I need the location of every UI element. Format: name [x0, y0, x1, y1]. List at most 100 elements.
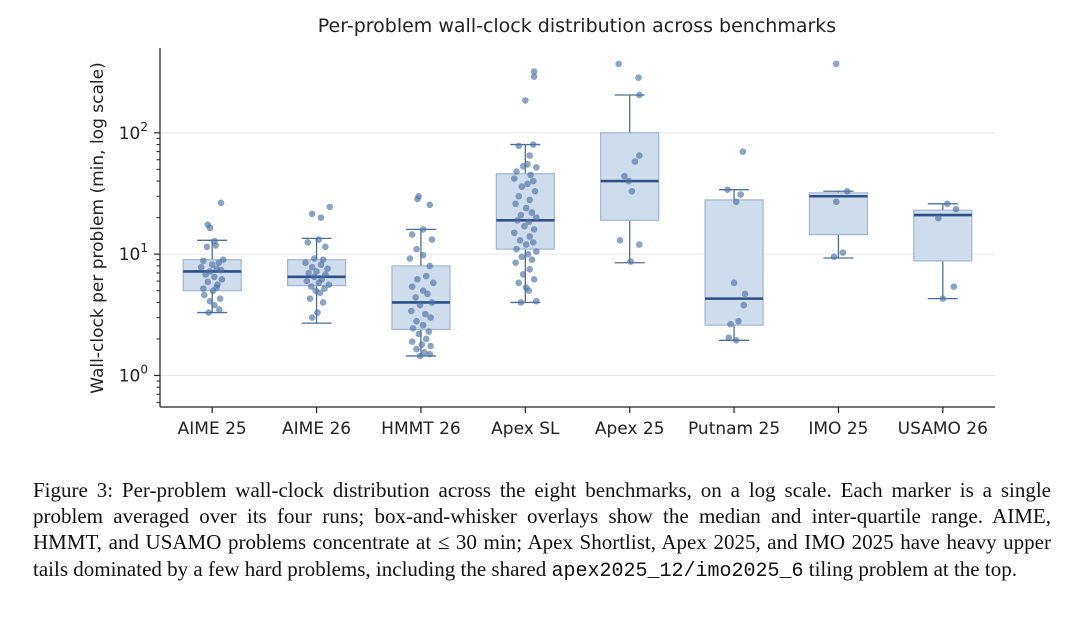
- data-point: [406, 255, 414, 262]
- data-point: [522, 241, 530, 248]
- data-point: [730, 279, 738, 287]
- data-point: [935, 214, 942, 222]
- data-point: [522, 204, 530, 212]
- data-point: [321, 285, 328, 292]
- data-point: [322, 243, 329, 251]
- y-tick-exponent: 2: [140, 120, 148, 134]
- data-point: [317, 214, 325, 221]
- box-usamo-26: [913, 203, 973, 300]
- data-point: [308, 210, 316, 218]
- data-point: [528, 209, 536, 216]
- data-point: [636, 152, 643, 159]
- data-point: [735, 317, 742, 325]
- data-point: [518, 183, 526, 190]
- data-point: [514, 217, 521, 224]
- data-point: [419, 251, 427, 259]
- data-point: [217, 266, 225, 274]
- data-point: [517, 299, 525, 306]
- data-point: [217, 199, 225, 207]
- x-tick-label: USAMO 26: [898, 419, 988, 439]
- data-point: [522, 97, 529, 104]
- data-point: [519, 162, 527, 170]
- x-tick-label: Apex 25: [595, 419, 665, 439]
- data-point: [515, 142, 523, 150]
- data-point: [524, 250, 532, 258]
- data-point: [513, 245, 520, 253]
- x-tick-label: HMMT 26: [381, 419, 461, 439]
- data-point: [413, 345, 420, 353]
- data-point: [204, 278, 212, 286]
- data-point: [741, 290, 749, 298]
- caption-math: ≤ 30 min: [437, 530, 517, 555]
- box-apex-25: [600, 94, 660, 264]
- data-point: [526, 152, 534, 159]
- data-point: [212, 242, 220, 249]
- data-point: [616, 237, 624, 244]
- data-point: [413, 317, 420, 325]
- y-tick-label: 100: [119, 362, 148, 386]
- data-point: [419, 321, 427, 329]
- data-point: [724, 186, 731, 193]
- data-point: [415, 330, 423, 338]
- data-point: [839, 249, 847, 256]
- data-point: [315, 279, 323, 287]
- data-point: [517, 211, 525, 219]
- data-point: [531, 187, 539, 195]
- data-point: [511, 175, 518, 182]
- data-point: [511, 229, 518, 237]
- data-point: [326, 203, 334, 211]
- data-point: [528, 256, 536, 264]
- data-point: [428, 236, 436, 243]
- data-point: [625, 177, 633, 185]
- iqr-box: [808, 192, 869, 236]
- data-point: [412, 294, 419, 301]
- data-point: [202, 271, 209, 278]
- data-point: [418, 341, 426, 348]
- data-point: [527, 171, 534, 179]
- y-tick-exponent: 0: [140, 362, 148, 376]
- data-point: [427, 342, 434, 350]
- data-point: [306, 295, 314, 302]
- data-point: [203, 243, 211, 251]
- data-point: [314, 309, 321, 316]
- data-point: [524, 180, 531, 188]
- data-point: [950, 283, 958, 290]
- data-point: [515, 192, 523, 200]
- data-point: [305, 269, 312, 277]
- box-putnam-25: [704, 189, 764, 341]
- data-point: [739, 148, 747, 155]
- caption-middle: ; Apex Shortlist, Apex 2025, and IMO 202…: [33, 530, 1051, 581]
- data-point: [308, 263, 316, 271]
- data-point: [740, 301, 748, 309]
- data-point: [409, 324, 417, 332]
- data-point: [422, 310, 429, 318]
- data-point: [311, 255, 318, 262]
- data-point: [426, 262, 434, 270]
- iqr-box: [495, 173, 555, 250]
- data-point: [319, 299, 327, 306]
- data-point: [635, 74, 642, 81]
- caption-lead: Figure 3: Per-problem wall-clock distrib…: [33, 478, 1051, 555]
- data-point: [628, 187, 636, 195]
- data-point: [832, 60, 840, 68]
- data-point: [215, 306, 223, 313]
- boxes-layer: [182, 94, 973, 357]
- data-point: [832, 198, 840, 206]
- data-point: [732, 337, 740, 344]
- data-point: [530, 73, 538, 81]
- data-point: [205, 309, 212, 316]
- data-point: [200, 285, 207, 292]
- data-point: [426, 350, 434, 358]
- data-point: [521, 222, 528, 230]
- data-point: [419, 226, 427, 233]
- data-point: [621, 172, 628, 180]
- data-point: [732, 198, 740, 206]
- data-point: [636, 241, 643, 248]
- data-point: [516, 237, 524, 244]
- data-point: [636, 91, 643, 99]
- data-point: [939, 295, 947, 302]
- data-point: [519, 271, 527, 278]
- data-point: [325, 281, 333, 289]
